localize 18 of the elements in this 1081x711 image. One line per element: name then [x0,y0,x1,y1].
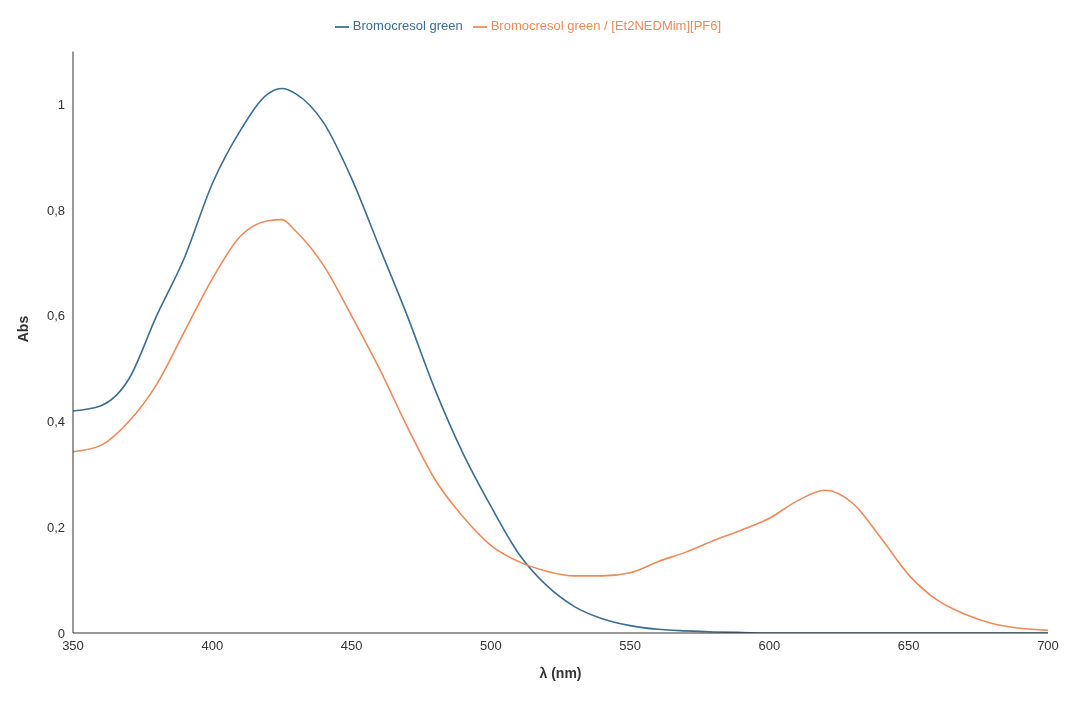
x-tick-label: 600 [758,638,781,654]
x-tick-label: 400 [201,638,224,654]
y-tick-label: 0,2 [46,519,65,535]
y-tick-label: 0,6 [46,308,65,324]
y-axis-title: Abs [14,315,31,343]
x-tick-label: 650 [897,638,920,654]
legend-label: Bromocresol green / [Et2NEDMim][PF6] [490,18,722,33]
y-tick-label: 0 [57,625,65,641]
y-tick-label: 0,8 [46,202,65,218]
legend-label: Bromocresol green [352,18,463,33]
x-tick-label: 500 [480,638,502,654]
x-tick-label: 700 [1037,638,1059,654]
x-axis-title: λ (nm) [539,665,582,681]
x-tick-label: 350 [62,638,84,654]
y-tick-label: 0,4 [46,414,65,430]
x-tick-label: 550 [619,638,641,654]
x-tick-label: 450 [340,638,363,654]
y-tick-label: 1 [57,97,65,113]
